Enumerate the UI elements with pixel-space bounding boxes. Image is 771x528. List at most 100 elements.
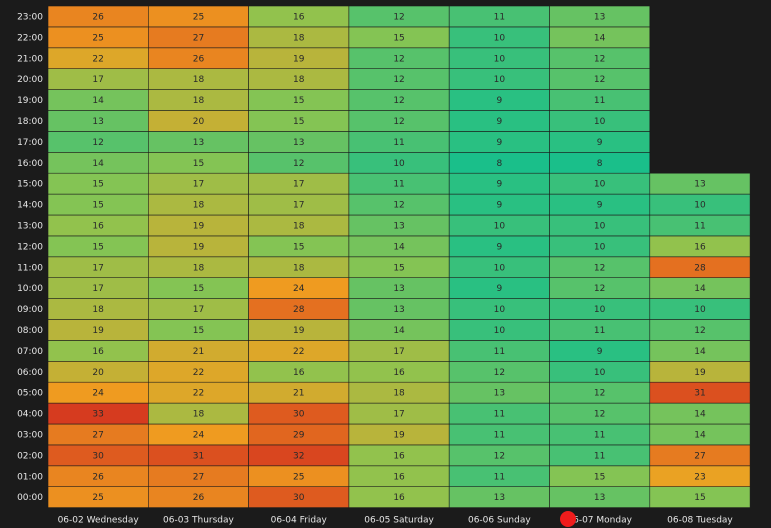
cell-value-label: 11	[494, 410, 505, 420]
cell-value-label: 27	[92, 430, 103, 440]
cell-value-label: 12	[393, 201, 404, 211]
cell-value-label: 12	[393, 12, 404, 22]
cell-value-label: 18	[92, 305, 104, 315]
cell-value-label: 18	[193, 75, 205, 85]
cell-value-label: 10	[694, 201, 706, 211]
heatmap-cell[interactable]	[649, 172, 751, 195]
cell-value-label: 16	[393, 493, 405, 503]
y-tick-label: 06:00	[17, 368, 43, 378]
cell-value-label: 11	[594, 451, 605, 461]
cell-value-label: 17	[92, 263, 103, 273]
cell-value-label: 18	[293, 33, 305, 43]
cell-value-label: 19	[193, 242, 205, 252]
cell-value-label: 12	[594, 75, 605, 85]
cell-value-label: 18	[193, 263, 205, 273]
y-tick-label: 22:00	[17, 33, 43, 43]
cell-value-label: 24	[293, 284, 305, 294]
cell-value-label: 11	[393, 180, 404, 190]
cell-value-label: 16	[393, 472, 405, 482]
cell-value-label: 11	[594, 96, 605, 106]
cell-value-label: 27	[193, 472, 204, 482]
cell-value-label: 19	[293, 326, 305, 336]
cell-value-label: 8	[597, 159, 603, 169]
cell-value-label: 10	[494, 221, 506, 231]
cell-value-label: 14	[694, 284, 706, 294]
cell-value-label: 15	[193, 326, 204, 336]
cell-value-label: 18	[193, 410, 205, 420]
cell-value-label: 26	[193, 54, 205, 64]
cell-value-label: 9	[496, 180, 502, 190]
cell-value-label: 15	[393, 263, 404, 273]
cell-value-label: 15	[92, 242, 103, 252]
cell-value-label: 9	[496, 284, 502, 294]
cell-value-label: 15	[293, 117, 304, 127]
cell-value-label: 10	[494, 326, 506, 336]
cell-value-label: 19	[92, 326, 104, 336]
y-tick-label: 17:00	[17, 138, 43, 148]
cell-value-label: 10	[594, 221, 606, 231]
cell-value-label: 17	[393, 410, 404, 420]
y-tick-label: 23:00	[17, 12, 43, 22]
cell-value-label: 26	[193, 493, 205, 503]
cell-value-label: 11	[494, 12, 505, 22]
cell-value-label: 16	[293, 368, 305, 378]
cell-value-label: 18	[293, 75, 305, 85]
cell-value-label: 13	[494, 493, 505, 503]
cell-value-label: 10	[594, 117, 606, 127]
x-tick-label: 06-07 Monday	[567, 516, 632, 526]
cell-value-label: 8	[496, 159, 502, 169]
cell-value-label: 10	[594, 368, 606, 378]
cell-value-label: 10	[393, 159, 405, 169]
y-axis-tick-labels: 00:00 01:00 02:00 03:00 04:00 05:00 06:00 07:00…	[17, 12, 43, 503]
cell-value-label: 15	[193, 284, 204, 294]
cell-value-label: 19	[193, 221, 205, 231]
cell-value-label: 12	[393, 54, 404, 64]
cell-value-label: 32	[293, 451, 304, 461]
cell-value-label: 9	[496, 138, 502, 148]
cell-value-label: 11	[694, 221, 705, 231]
y-tick-label: 08:00	[17, 326, 43, 336]
y-tick-label: 18:00	[17, 117, 43, 127]
cell-value-label: 12	[594, 284, 605, 294]
cell-value-label: 24	[92, 389, 104, 399]
y-tick-label: 09:00	[17, 305, 43, 315]
cell-value-label: 13	[494, 389, 505, 399]
cell-value-label: 18	[193, 201, 205, 211]
x-tick-label: 06-08 Tuesday	[667, 516, 733, 526]
y-tick-label: 14:00	[17, 201, 43, 211]
cell-value-label: 13	[393, 221, 404, 231]
cell-value-label: 12	[594, 389, 605, 399]
cell-value-label: 9	[597, 138, 603, 148]
y-tick-label: 13:00	[17, 221, 43, 231]
cell-value-label: 26	[92, 472, 104, 482]
cell-value-label: 12	[594, 410, 605, 420]
x-tick-label: 06-02 Wednesday	[58, 516, 140, 526]
heatmap-cell[interactable]	[549, 5, 651, 28]
y-tick-label: 00:00	[17, 493, 43, 503]
cell-value-label: 13	[92, 117, 103, 127]
cell-value-label: 18	[293, 263, 305, 273]
cell-value-label: 31	[694, 389, 705, 399]
cell-value-label: 28	[293, 305, 305, 315]
cell-value-label: 10	[494, 75, 506, 85]
cell-value-label: 14	[393, 242, 405, 252]
cell-value-label: 18	[293, 221, 305, 231]
cell-value-label: 19	[694, 368, 706, 378]
cell-value-label: 9	[496, 96, 502, 106]
cell-value-label: 27	[694, 451, 705, 461]
cell-value-label: 33	[92, 410, 103, 420]
cell-value-label: 11	[494, 472, 505, 482]
cell-value-label: 17	[293, 201, 304, 211]
cell-value-label: 9	[597, 347, 603, 357]
cell-value-label: 17	[393, 347, 404, 357]
y-tick-label: 01:00	[17, 472, 43, 482]
cell-value-label: 15	[293, 242, 304, 252]
cell-value-label: 9	[496, 201, 502, 211]
cell-value-label: 16	[92, 347, 104, 357]
y-tick-label: 03:00	[17, 430, 43, 440]
cell-value-label: 17	[92, 284, 103, 294]
x-tick-label: 06-04 Friday	[271, 516, 328, 526]
cell-value-label: 12	[594, 54, 605, 64]
cell-value-label: 10	[494, 54, 506, 64]
cell-value-label: 16	[694, 242, 706, 252]
